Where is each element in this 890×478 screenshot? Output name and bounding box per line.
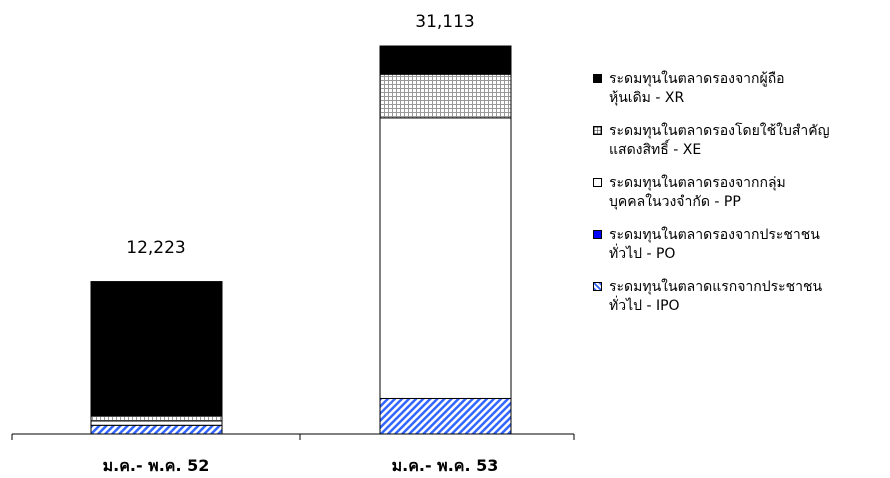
- bar-segment-2-cat-0: [90, 420, 223, 426]
- legend-label-line2: ทั่วไป - PO: [609, 246, 676, 262]
- legend-label-line1: ระดมทุนในตลาดรองจากผู้ถือ: [609, 71, 785, 87]
- legend-item-xe: ระดมทุนในตลาดรองโดยใช้ใบสำคัญ แสดงสิทธิ์…: [593, 122, 883, 160]
- x-tick-label-1: ม.ค.- พ.ค. 53: [392, 456, 499, 475]
- legend: ระดมทุนในตลาดรองจากผู้ถือ หุ้นเดิม - XR …: [593, 70, 883, 330]
- legend-swatch-xe: [593, 126, 602, 135]
- legend-label-line1: ระดมทุนในตลาดรองจากกลุ่ม: [609, 175, 786, 191]
- legend-label-line1: ระดมทุนในตลาดแรกจากประชาชน: [609, 279, 823, 295]
- legend-label-line2: ทั่วไป - IPO: [609, 298, 680, 314]
- legend-label-line2: หุ้นเดิม - XR: [609, 90, 685, 106]
- bar-segment-4-cat-1: [379, 45, 512, 75]
- legend-label-line2: บุคคลในวงจำกัด - PP: [609, 194, 741, 210]
- legend-label-line1: ระดมทุนในตลาดรองจากประชาชน: [609, 227, 820, 243]
- legend-swatch-xr: [593, 74, 602, 83]
- legend-swatch-po: [593, 230, 602, 239]
- legend-swatch-ipo: [593, 282, 602, 291]
- bar-segment-2-cat-1: [379, 117, 512, 399]
- bar-segment-0-cat-0: [90, 424, 223, 435]
- legend-label-line1: ระดมทุนในตลาดรองโดยใช้ใบสำคัญ: [609, 123, 830, 139]
- legend-item-xr: ระดมทุนในตลาดรองจากผู้ถือ หุ้นเดิม - XR: [593, 70, 883, 108]
- bar-segment-3-cat-0: [90, 415, 223, 422]
- bar-segment-0-cat-1: [379, 397, 512, 435]
- legend-item-ipo: ระดมทุนในตลาดแรกจากประชาชน ทั่วไป - IPO: [593, 278, 883, 316]
- x-tick-label-0: ม.ค.- พ.ค. 52: [103, 456, 210, 475]
- bar-total-label-0: 12,223: [126, 238, 185, 258]
- bar-total-label-1: 31,113: [415, 12, 474, 32]
- legend-item-pp: ระดมทุนในตลาดรองจากกลุ่ม บุคคลในวงจำกัด …: [593, 174, 883, 212]
- bar-segment-4-cat-0: [90, 281, 223, 417]
- legend-label-line2: แสดงสิทธิ์ - XE: [609, 142, 702, 158]
- legend-swatch-pp: [593, 178, 602, 187]
- bar-segment-3-cat-1: [379, 73, 512, 119]
- bars-group: [90, 45, 512, 435]
- legend-item-po: ระดมทุนในตลาดรองจากประชาชน ทั่วไป - PO: [593, 226, 883, 264]
